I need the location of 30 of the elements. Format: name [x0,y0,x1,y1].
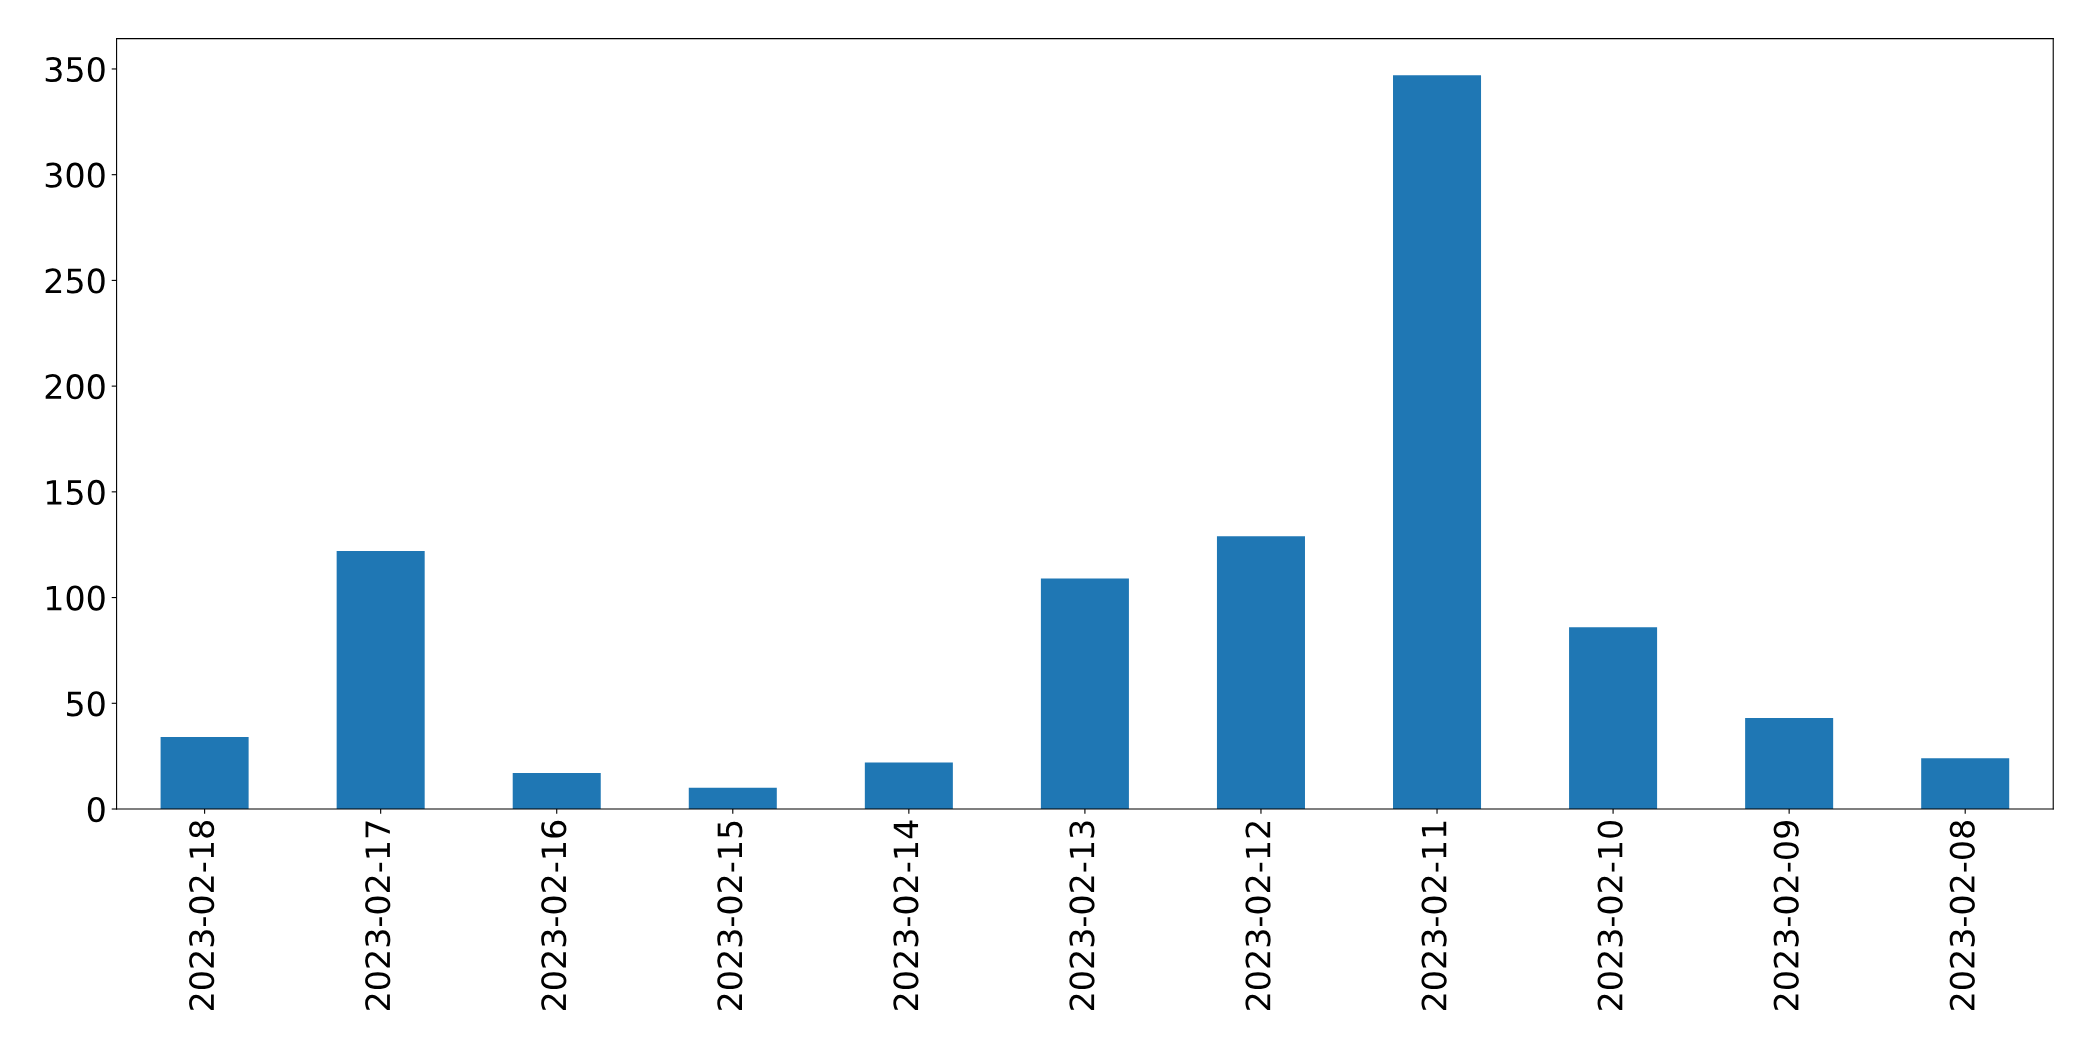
x-tick-label: 2023-02-08 [1949,821,1975,1011]
y-tick-label: 100 [46,585,105,611]
bar [1216,536,1305,810]
bar [1921,758,2010,810]
y-tick-label: 300 [45,162,105,188]
bar [1040,578,1129,810]
y-tick-label: 150 [46,479,105,505]
y-tick-label: 250 [45,268,105,294]
y-tick-label: 200 [45,374,105,400]
bar [1569,627,1658,810]
x-tick-label: 2023-02-12 [1245,822,1271,1011]
x-tick-label: 2023-02-16 [541,820,567,1011]
x-tick-label: 2023-02-15 [717,821,743,1011]
bar [864,762,953,810]
y-tick-label: 350 [45,56,105,83]
x-tick-label: 2023-02-13 [1069,821,1095,1011]
x-tick-label: 2023-02-14 [893,820,919,1011]
bar [512,773,601,810]
bar [1393,75,1482,810]
bar [160,737,249,810]
x-tick-label: 2023-02-11 [1421,821,1447,1011]
y-tick-label: 0 [87,796,105,823]
x-tick-label: 2023-02-10 [1597,820,1623,1011]
x-tick-label: 2023-02-09 [1773,821,1799,1011]
bar [336,551,425,810]
x-tick-label: 2023-02-17 [365,821,391,1011]
bar [1745,718,1834,810]
y-tick-label: 50 [67,691,105,717]
bar [688,787,777,810]
x-tick-label: 2023-02-18 [189,821,215,1011]
